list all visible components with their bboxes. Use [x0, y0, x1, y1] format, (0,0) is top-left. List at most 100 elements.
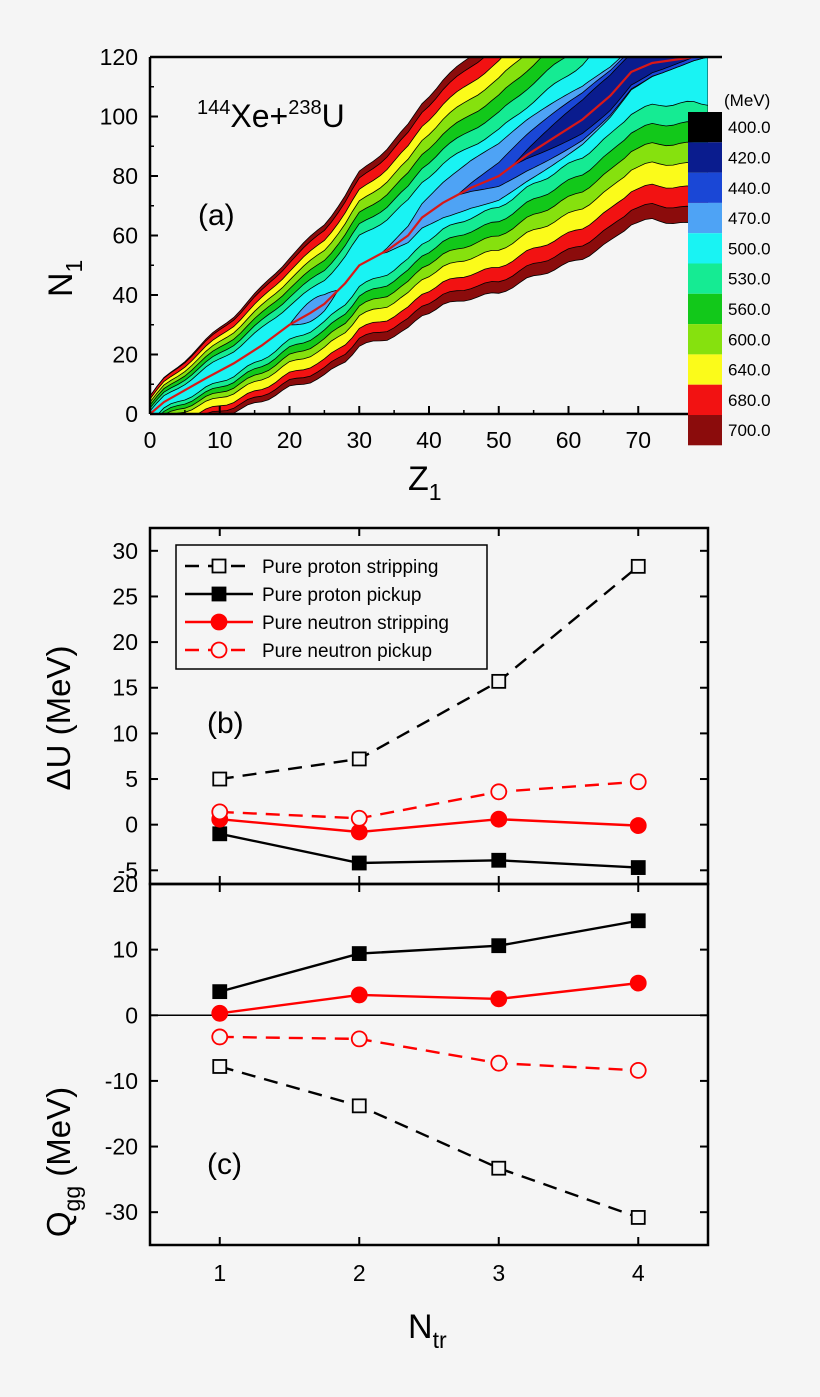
- panel-b-point: [629, 773, 647, 791]
- panel-a-x-tick-label: 10: [207, 427, 233, 453]
- panel-a-x-tick-label: 40: [416, 427, 442, 453]
- panel-a-x-tick-label: 50: [486, 427, 512, 453]
- panel-b-point: [490, 810, 508, 828]
- panel-b-y-tick-label: 30: [112, 538, 138, 564]
- panel-b-point: [212, 826, 228, 842]
- colorbar-label: 560.0: [728, 300, 771, 319]
- panel-a-x-tick-label: 60: [556, 427, 582, 453]
- colorbar-swatch: [688, 233, 722, 264]
- colorbar-swatch: [688, 142, 722, 173]
- legend-marker: [211, 586, 227, 602]
- panel-b-point: [491, 673, 507, 689]
- panel-a-y-tick-label: 100: [100, 104, 138, 130]
- panel-c-xlabel: Ntr: [408, 1308, 447, 1353]
- legend-marker: [210, 613, 228, 631]
- panel-c-y-tick-label: -20: [105, 1134, 138, 1160]
- panel-b-point: [490, 783, 508, 801]
- colorbar-label: 440.0: [728, 179, 771, 198]
- panel-c-point: [491, 1160, 507, 1176]
- panel-b-series-line: [219, 565, 640, 781]
- colorbar-label: 400.0: [728, 118, 771, 137]
- panel-b-series-line: [219, 832, 639, 869]
- colorbar-unit: (MeV): [724, 91, 770, 110]
- panel-b-point: [630, 558, 646, 574]
- panel-c-point: [351, 1098, 367, 1114]
- colorbar-swatch: [688, 324, 722, 355]
- panel-c-point: [491, 938, 507, 954]
- panel-c-point: [490, 1054, 508, 1072]
- panel-a-y-tick-label: 120: [100, 44, 138, 70]
- legend: Pure proton stripping Pure proton pickup P…: [175, 544, 488, 670]
- panel-b-y-tick-label: 0: [125, 812, 138, 838]
- panel-c-y-tick-label: -10: [105, 1068, 138, 1094]
- panel-b-point: [351, 855, 367, 871]
- panel-c-y-tick-label: 20: [112, 871, 138, 897]
- panel-b-ylabel: ΔU (MeV): [40, 646, 77, 791]
- panel-c-y-tick-label: 10: [112, 937, 138, 963]
- colorbar-swatch: [688, 112, 722, 143]
- panel-a-contour-map: 0 10 20 30 40 50 60 70 0 20 40 60 80 100 120 144Xe+238…: [42, 44, 771, 505]
- panel-b-point: [629, 817, 647, 834]
- colorbar-swatch: [688, 202, 722, 234]
- panel-c-y-tick-label: 0: [125, 1002, 138, 1028]
- panel-b-y-tick-label: 15: [112, 675, 138, 701]
- colorbar-label: 680.0: [728, 391, 771, 410]
- panel-c-frame: [148, 882, 710, 1247]
- panel-b-point: [491, 852, 507, 868]
- panel-c-series-line: [219, 1035, 639, 1072]
- colorbar-label: 500.0: [728, 239, 771, 258]
- panel-b-point: [350, 823, 368, 841]
- panel-a-y-tick-label: 40: [112, 282, 138, 308]
- colorbar-label: 600.0: [728, 330, 771, 349]
- panel-a-x-tick-label: 70: [625, 427, 651, 453]
- panel-b-y-tick-label: 20: [112, 629, 138, 655]
- valley-line: [150, 57, 695, 414]
- legend-box: [175, 544, 488, 670]
- panel-c-series-line: [219, 919, 639, 993]
- panel-a-y-tick-label: 60: [112, 223, 138, 249]
- reaction-label: 144Xe+238U: [197, 97, 345, 134]
- panel-c-ylabel: Qgg (MeV): [40, 1087, 85, 1237]
- colorbar-swatch: [688, 293, 722, 325]
- panel-b-series-line: [219, 780, 639, 820]
- panel-a-ylabel: N1: [42, 260, 87, 297]
- colorbar-label: 700.0: [728, 421, 771, 440]
- panel-c-point: [350, 1030, 368, 1048]
- panel-a-axes: 0 10 20 30 40 50 60 70 0 20 40 60 80 100 120: [100, 44, 722, 453]
- panel-b-label: (b): [207, 707, 244, 740]
- panel-a-y-tick-label: 80: [112, 163, 138, 189]
- panel-c-qgg: -30 -20 -10 0 10 20 1 2 3 4: [105, 871, 710, 1286]
- colorbar-swatch: [688, 172, 722, 203]
- panel-c-point: [212, 1059, 228, 1074]
- panel-c-label: (c): [207, 1148, 242, 1181]
- panel-b-y-tick-label: 25: [112, 583, 138, 609]
- legend-label: Pure neutron pickup: [262, 641, 432, 662]
- panel-a-x-tick-label: 20: [277, 427, 303, 453]
- panel-a-x-tick-label: 30: [346, 427, 372, 453]
- panel-b-point: [350, 809, 368, 827]
- legend-label: Pure proton stripping: [262, 557, 438, 578]
- panel-a-xlabel: Z1: [408, 460, 442, 505]
- panel-c-point: [490, 990, 508, 1008]
- panel-c-series-line: [219, 981, 639, 1015]
- panel-c-point: [212, 984, 228, 1000]
- panel-c-x-tick-label: 2: [353, 1260, 366, 1286]
- panel-c-point: [630, 913, 646, 929]
- panel-b-delta-u: -5 0 5 10 15 20 25 30: [112, 526, 710, 886]
- panel-b-point: [630, 860, 646, 875]
- panel-c-point: [350, 986, 368, 1004]
- panel-c-x-tick-label: 4: [632, 1260, 645, 1286]
- legend-marker: [210, 641, 228, 659]
- panel-c-point: [351, 946, 367, 961]
- colorbar-label: 470.0: [728, 209, 771, 228]
- colorbar-label: 530.0: [728, 270, 771, 289]
- panel-a-label: (a): [198, 199, 235, 232]
- panel-b-point: [211, 803, 229, 821]
- colorbar-swatch: [688, 263, 722, 294]
- colorbar: 400.0 420.0 440.0 470.0 500.0 530.0 560.0 600.0…: [688, 112, 771, 446]
- panel-b-y-tick-label: 10: [112, 720, 138, 746]
- legend-marker: [211, 558, 227, 574]
- panel-c-point: [629, 1062, 647, 1079]
- panel-b-series-line: [219, 817, 639, 834]
